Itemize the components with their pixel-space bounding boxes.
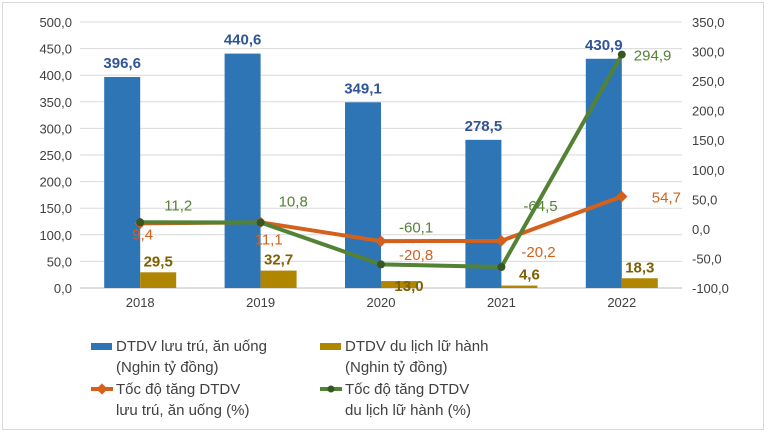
left-tick-label: 250,0 [39, 148, 72, 163]
x-tick-label: 2019 [246, 295, 275, 310]
line-data-label: -60,1 [399, 219, 433, 236]
legend-label: Tốc độ tăng DTDV [345, 381, 470, 398]
line-data-label: 9,4 [132, 226, 153, 243]
legend-label: Tốc độ tăng DTDV [116, 381, 241, 398]
bar-2020 [381, 281, 417, 288]
right-tick-label: 150,0 [692, 133, 725, 148]
bar-data-label: 278,5 [465, 118, 503, 135]
legend-swatch [91, 383, 113, 395]
bar-2021 [465, 139, 502, 288]
line-data-label: -64,5 [523, 198, 557, 215]
line-data-label: -20,8 [399, 247, 433, 264]
bar-data-label: 29,5 [144, 253, 173, 270]
line-marker [256, 218, 265, 227]
left-tick-label: 200,0 [39, 175, 72, 190]
right-tick-label: 50,0 [692, 192, 717, 207]
line-data-label: 10,8 [279, 194, 308, 211]
left-tick-label: 100,0 [39, 228, 72, 243]
bar-2018 [140, 272, 177, 288]
bar-2019 [260, 270, 297, 288]
bar-data-label: 32,7 [264, 252, 293, 269]
legend-line-2: Tốc độ tăng DTDV du lịch lữ hành (%) [320, 379, 471, 421]
bar-data-label: 18,3 [625, 259, 654, 276]
left-tick-label: 50,0 [47, 254, 72, 269]
line-marker [617, 50, 626, 59]
legend-label: DTDV du lịch lữ hành [345, 338, 489, 355]
legend-swatch [320, 385, 342, 393]
legend-swatch [91, 343, 112, 350]
left-tick-label: 0,0 [54, 281, 72, 296]
right-tick-label: 300,0 [692, 45, 725, 60]
bar-2021 [501, 285, 538, 288]
left-tick-label: 500,0 [39, 15, 72, 30]
line-marker [497, 263, 506, 272]
left-tick-label: 350,0 [39, 95, 72, 110]
line-data-label: 54,7 [652, 190, 681, 207]
legend-label: (Nghin tỷ đồng) [345, 359, 448, 376]
line-data-label: 11,1 [255, 231, 283, 248]
legend-bar-2: DTDV du lịch lữ hành (Nghin tỷ đồng) [320, 336, 489, 378]
line-data-label: 294,9 [634, 48, 672, 65]
chart-frame [2, 2, 764, 430]
x-tick-label: 2022 [607, 295, 636, 310]
x-tick-label: 2020 [367, 295, 396, 310]
legend-label: du lịch lữ hành (%) [345, 402, 471, 419]
line-marker [377, 260, 385, 269]
right-tick-label: 350,0 [692, 15, 725, 30]
bar-2022 [585, 58, 622, 288]
right-tick-label: 200,0 [692, 104, 725, 119]
legend-line-1: Tốc độ tăng DTDV lưu trú, ăn uống (%) [91, 379, 250, 421]
bar-2022 [621, 278, 658, 288]
line-data-label: 11,2 [164, 197, 192, 214]
legend-swatch [320, 343, 341, 350]
right-tick-label: 100,0 [692, 163, 725, 178]
right-tick-label: -50,0 [692, 251, 722, 266]
bar-data-label: 13,0 [394, 278, 423, 295]
legend-label: lưu trú, ăn uống (%) [116, 402, 250, 419]
x-tick-label: 2018 [126, 295, 155, 310]
left-tick-label: 400,0 [39, 68, 72, 83]
line-marker [136, 218, 145, 227]
legend-label: DTDV lưu trú, ăn uống [116, 338, 267, 355]
legend-label: (Nghin tỷ đồng) [116, 359, 219, 376]
right-tick-label: -100,0 [692, 281, 729, 296]
bar-2019 [224, 53, 261, 288]
bar-data-label: 440,6 [224, 32, 262, 49]
right-tick-label: 0,0 [692, 222, 710, 237]
bar-data-label: 430,9 [585, 37, 623, 54]
left-tick-label: 450,0 [39, 42, 72, 57]
bar-data-label: 349,1 [344, 80, 382, 97]
line-marker [495, 235, 508, 247]
bar-data-label: 4,6 [519, 267, 540, 284]
right-tick-label: 250,0 [692, 74, 725, 89]
legend-bar-1: DTDV lưu trú, ăn uống (Nghin tỷ đồng) [91, 336, 267, 378]
left-tick-label: 150,0 [39, 201, 72, 216]
bar-2018 [104, 77, 141, 289]
line-data-label: -20,2 [521, 244, 555, 261]
bar-data-label: 396,6 [103, 55, 141, 72]
line-marker [375, 235, 387, 247]
x-tick-label: 2021 [487, 295, 516, 310]
line-marker [616, 190, 628, 203]
left-tick-label: 300,0 [39, 121, 72, 136]
